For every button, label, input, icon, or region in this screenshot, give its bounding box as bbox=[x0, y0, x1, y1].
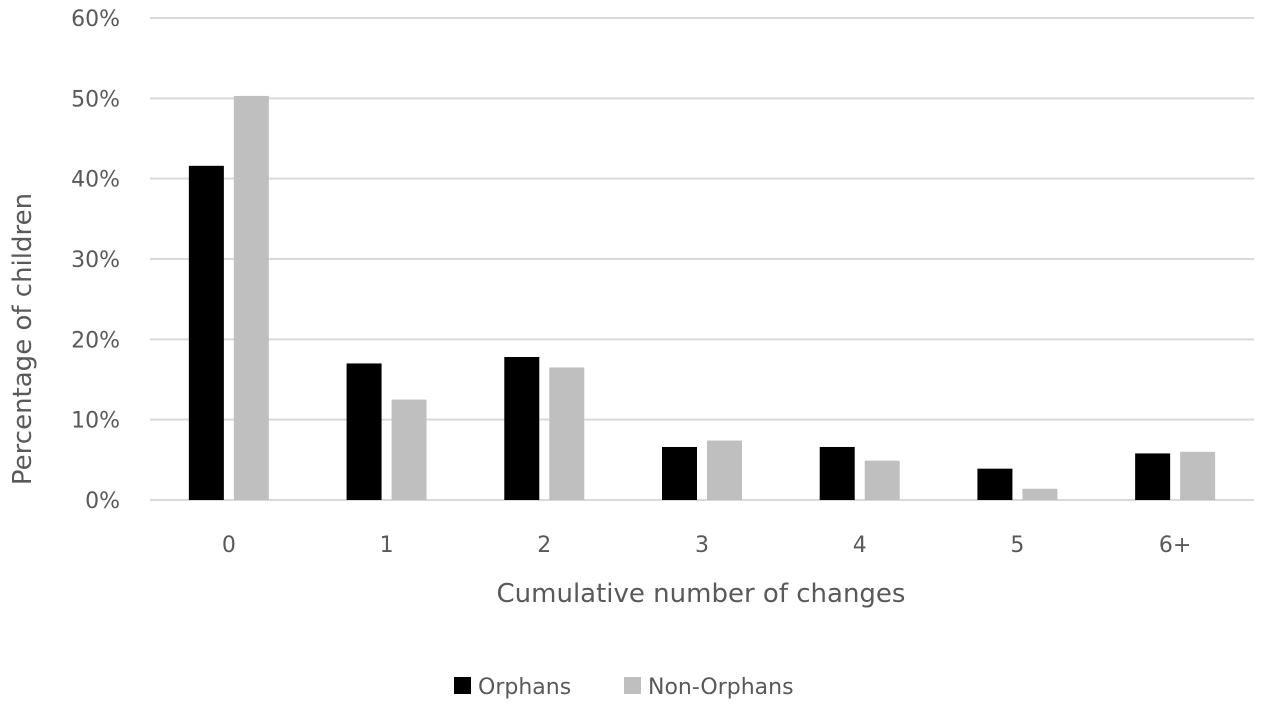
legend-label: Orphans bbox=[478, 675, 571, 700]
bar-non-orphans-0 bbox=[233, 95, 269, 500]
bar-non-orphans-4 bbox=[864, 460, 900, 500]
bar-orphans-0 bbox=[188, 165, 224, 500]
x-category-label: 5 bbox=[1010, 533, 1024, 558]
legend: Orphans Non-Orphans bbox=[454, 675, 794, 700]
x-category-label: 1 bbox=[380, 533, 394, 558]
bar-orphans-6 bbox=[1135, 453, 1171, 500]
y-tick-label: 10% bbox=[71, 409, 120, 434]
bar-non-orphans-2 bbox=[549, 367, 585, 500]
legend-swatch bbox=[454, 677, 471, 694]
bar-non-orphans-3 bbox=[707, 440, 742, 500]
x-category-label: 6+ bbox=[1159, 533, 1191, 558]
x-axis-title: Cumulative number of changes bbox=[497, 579, 906, 609]
bar-non-orphans-1 bbox=[391, 399, 427, 500]
y-axis-ticks: 0% 10% 20% 30% 40% 50% 60% bbox=[71, 7, 120, 514]
bar-orphans-5 bbox=[977, 468, 1013, 500]
y-tick-label: 50% bbox=[71, 87, 120, 112]
gridlines bbox=[150, 17, 1254, 501]
legend-swatch bbox=[624, 677, 641, 694]
bar-orphans-1 bbox=[346, 363, 382, 500]
x-category-label: 0 bbox=[222, 533, 236, 558]
bar-non-orphans-5 bbox=[1022, 488, 1058, 500]
y-tick-label: 40% bbox=[71, 168, 120, 193]
y-tick-label: 60% bbox=[71, 7, 120, 32]
bar-orphans-3 bbox=[662, 446, 697, 500]
legend-label: Non-Orphans bbox=[648, 675, 794, 700]
bar-orphans-2 bbox=[504, 357, 540, 500]
x-category-label: 4 bbox=[853, 533, 867, 558]
x-axis-categories: 0 1 2 3 4 5 6+ bbox=[222, 533, 1192, 558]
bars bbox=[188, 95, 1216, 500]
y-axis-title: Percentage of children bbox=[8, 193, 38, 485]
y-tick-label: 20% bbox=[71, 328, 120, 353]
x-category-label: 3 bbox=[695, 533, 709, 558]
y-tick-label: 30% bbox=[71, 248, 120, 273]
bar-orphans-4 bbox=[819, 446, 855, 500]
bar-non-orphans-6 bbox=[1180, 451, 1216, 500]
y-tick-label: 0% bbox=[85, 489, 120, 514]
x-category-label: 2 bbox=[537, 533, 551, 558]
